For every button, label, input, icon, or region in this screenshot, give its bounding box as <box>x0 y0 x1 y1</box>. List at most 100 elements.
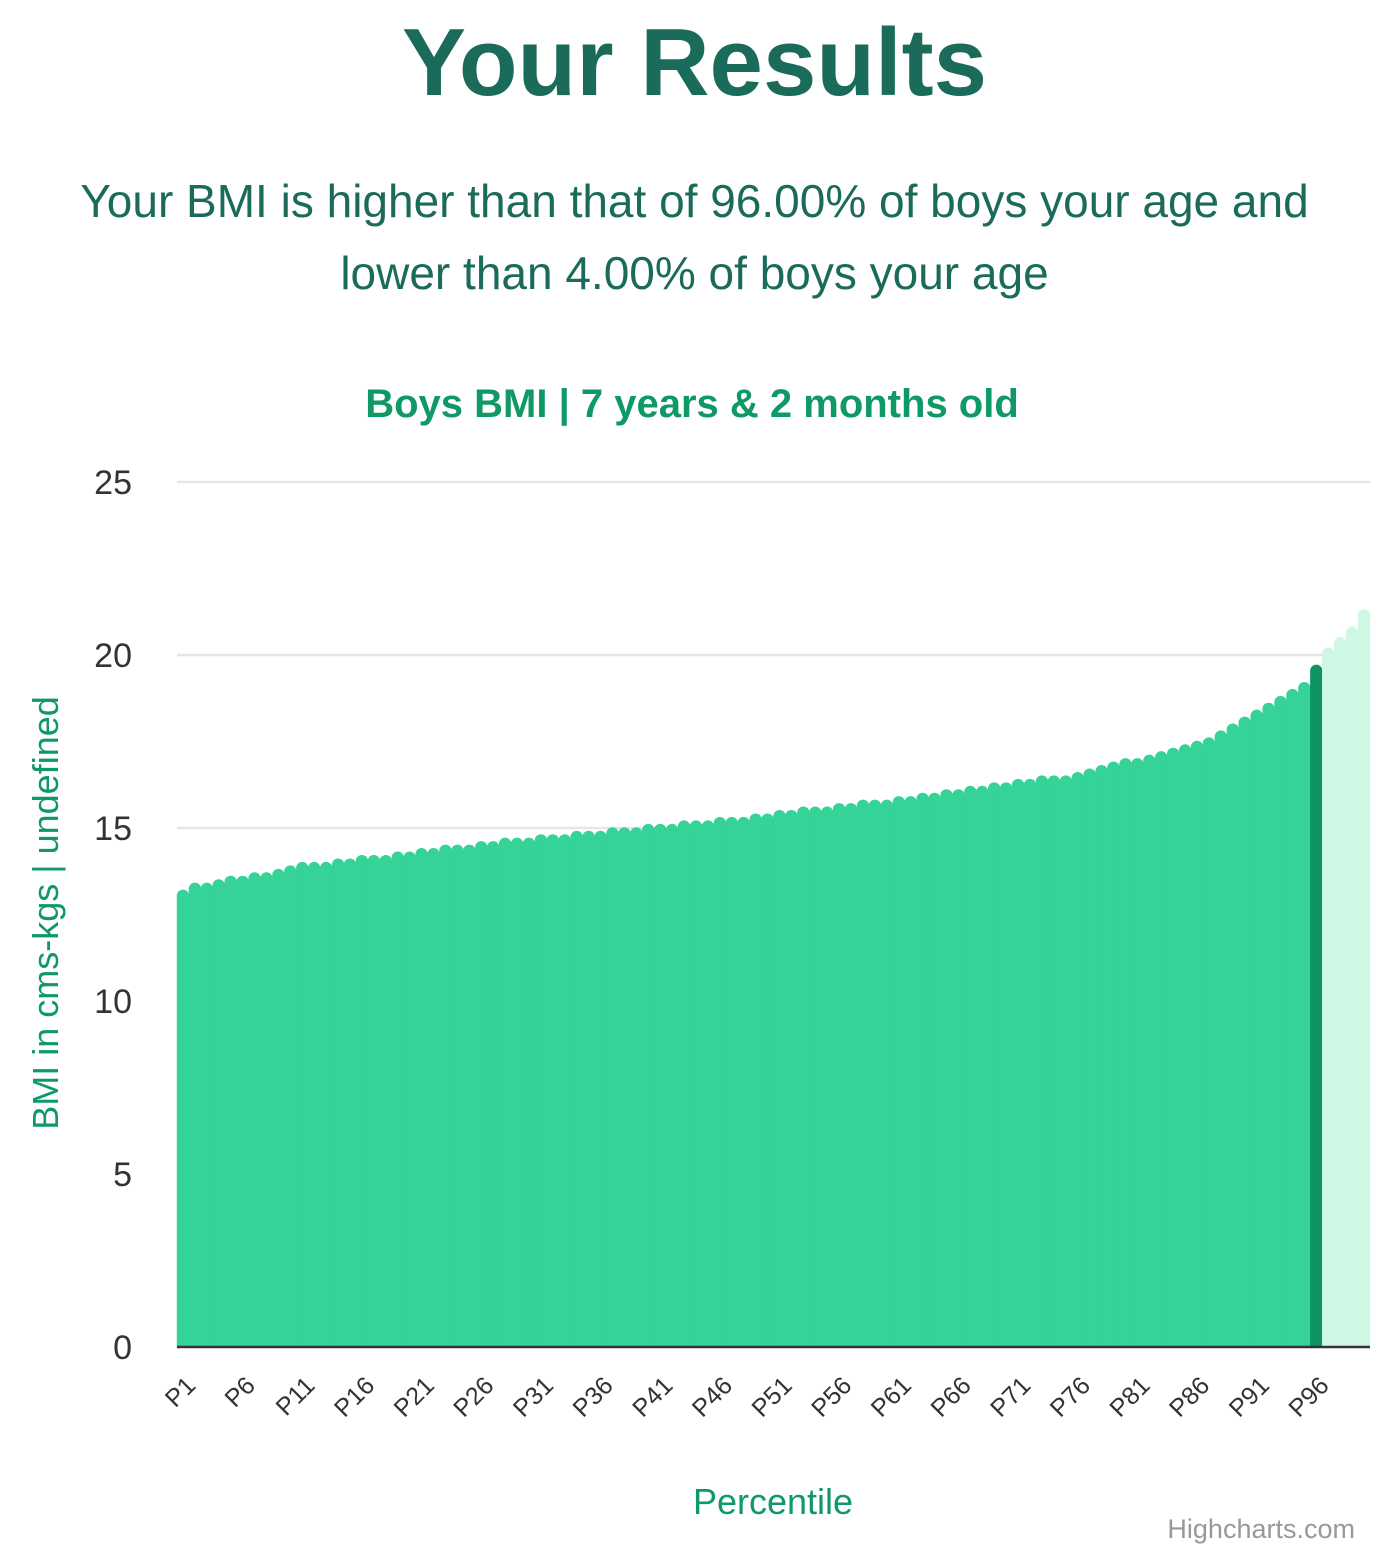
bar-p5[interactable] <box>224 875 237 1348</box>
bar-p2[interactable] <box>188 882 202 1348</box>
bar-p74[interactable] <box>1047 775 1061 1348</box>
bar-p61[interactable] <box>892 796 905 1348</box>
bar-p80[interactable] <box>1119 758 1132 1348</box>
bar-p14[interactable] <box>331 858 345 1348</box>
bar-p31[interactable] <box>534 834 548 1348</box>
bar-p48[interactable] <box>737 817 750 1348</box>
bar-p98[interactable] <box>1333 637 1347 1348</box>
bar-p7[interactable] <box>248 872 261 1348</box>
bar-p17[interactable] <box>367 855 381 1348</box>
bar-p87[interactable] <box>1202 737 1216 1348</box>
bar-p67[interactable] <box>964 785 977 1348</box>
bar-p15[interactable] <box>343 858 357 1348</box>
bar-p16[interactable] <box>355 855 369 1348</box>
bar-p8[interactable] <box>260 872 273 1348</box>
bar-p34[interactable] <box>570 830 583 1348</box>
bar-p97[interactable] <box>1322 647 1335 1348</box>
bar-p1[interactable] <box>176 889 190 1348</box>
bar-p13[interactable] <box>319 861 333 1348</box>
bar-p40[interactable] <box>642 823 655 1348</box>
bar-p46[interactable] <box>713 817 727 1348</box>
bar-p91[interactable] <box>1250 709 1263 1348</box>
bar-p90[interactable] <box>1238 716 1251 1348</box>
bar-p43[interactable] <box>677 820 691 1348</box>
bar-p95[interactable] <box>1298 682 1311 1348</box>
bar-p58[interactable] <box>856 799 870 1348</box>
bar-p39[interactable] <box>630 827 643 1348</box>
bar-p50[interactable] <box>761 813 774 1348</box>
highcharts-credit[interactable]: Highcharts.com <box>1167 1514 1355 1544</box>
bar-p56[interactable] <box>832 803 846 1348</box>
bar-p37[interactable] <box>606 827 619 1348</box>
bar-p70[interactable] <box>999 782 1013 1348</box>
bar-p30[interactable] <box>522 837 536 1348</box>
bar-p66[interactable] <box>952 789 965 1348</box>
bar-p60[interactable] <box>880 799 894 1348</box>
bar-p99[interactable] <box>1345 626 1359 1348</box>
bar-p75[interactable] <box>1059 775 1072 1348</box>
bar-p4[interactable] <box>212 879 225 1348</box>
bar-p52[interactable] <box>785 810 798 1348</box>
bar-p54[interactable] <box>809 806 822 1348</box>
bar-p11[interactable] <box>296 861 309 1348</box>
bar-p71[interactable] <box>1011 779 1025 1348</box>
bar-p82[interactable] <box>1143 754 1156 1348</box>
bar-p29[interactable] <box>510 837 524 1348</box>
bar-p69[interactable] <box>988 782 1001 1348</box>
bar-p81[interactable] <box>1131 758 1144 1348</box>
bar-p59[interactable] <box>868 799 882 1348</box>
bar-p42[interactable] <box>665 823 679 1348</box>
bar-p38[interactable] <box>618 827 631 1348</box>
bar-p27[interactable] <box>486 841 500 1348</box>
bar-p28[interactable] <box>498 837 512 1348</box>
bar-p49[interactable] <box>749 813 762 1348</box>
bar-p72[interactable] <box>1023 779 1037 1348</box>
bar-p73[interactable] <box>1035 775 1049 1348</box>
bar-p88[interactable] <box>1214 730 1228 1348</box>
bar-p44[interactable] <box>689 820 703 1348</box>
bar-p64[interactable] <box>928 792 941 1348</box>
bar-p6[interactable] <box>236 875 249 1348</box>
bar-p86[interactable] <box>1190 741 1204 1348</box>
bar-p57[interactable] <box>844 803 858 1348</box>
bar-p78[interactable] <box>1095 765 1108 1348</box>
bar-p92[interactable] <box>1262 702 1275 1348</box>
bar-p20[interactable] <box>403 851 416 1348</box>
bar-p21[interactable] <box>415 848 428 1348</box>
bar-p33[interactable] <box>558 834 571 1348</box>
bar-p79[interactable] <box>1107 761 1120 1348</box>
bar-p22[interactable] <box>427 848 440 1348</box>
bar-p36[interactable] <box>594 830 607 1348</box>
bar-p68[interactable] <box>976 785 989 1348</box>
bar-p24[interactable] <box>451 844 464 1348</box>
bar-p94[interactable] <box>1286 689 1299 1348</box>
bar-p12[interactable] <box>308 861 321 1348</box>
bar-p77[interactable] <box>1083 768 1096 1348</box>
bar-p62[interactable] <box>904 796 917 1348</box>
bar-p100[interactable] <box>1357 609 1371 1348</box>
bar-p93[interactable] <box>1274 696 1287 1348</box>
bar-p85[interactable] <box>1178 744 1192 1348</box>
bar-p55[interactable] <box>820 806 834 1348</box>
bar-p47[interactable] <box>725 817 738 1348</box>
bar-p41[interactable] <box>653 823 667 1348</box>
bar-p18[interactable] <box>379 855 392 1348</box>
bar-p35[interactable] <box>582 830 595 1348</box>
bar-p25[interactable] <box>463 844 476 1348</box>
bar-p89[interactable] <box>1226 723 1239 1348</box>
bar-p9[interactable] <box>272 868 285 1348</box>
bar-p76[interactable] <box>1071 772 1084 1348</box>
bar-p45[interactable] <box>701 820 715 1348</box>
bar-p26[interactable] <box>475 841 488 1348</box>
bar-p10[interactable] <box>284 865 297 1348</box>
bar-p65[interactable] <box>940 789 953 1348</box>
bar-p84[interactable] <box>1166 747 1180 1348</box>
bar-p96[interactable] <box>1310 664 1323 1348</box>
bar-p19[interactable] <box>391 851 404 1348</box>
bar-p83[interactable] <box>1155 751 1168 1348</box>
bar-p53[interactable] <box>797 806 810 1348</box>
bar-p51[interactable] <box>773 810 786 1348</box>
bar-p3[interactable] <box>200 882 214 1348</box>
bar-p23[interactable] <box>439 844 452 1348</box>
bar-p32[interactable] <box>546 834 559 1348</box>
